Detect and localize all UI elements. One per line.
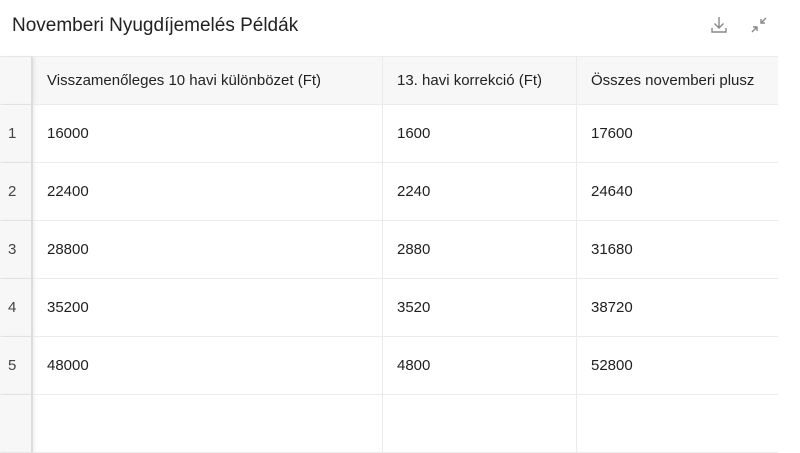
table-row: 5 48000 4800 52800 bbox=[0, 337, 778, 395]
index-cell bbox=[0, 395, 33, 452]
table-cell[interactable]: 35200 bbox=[33, 279, 383, 336]
toolbar bbox=[708, 14, 770, 36]
table-row: 4 35200 3520 38720 bbox=[0, 279, 778, 337]
table-cell[interactable]: 22400 bbox=[33, 163, 383, 220]
column-header[interactable]: Összes novemberi plusz bbox=[591, 72, 755, 89]
table-row: 1 16000 1600 17600 bbox=[0, 105, 778, 163]
table-cell[interactable]: 28800 bbox=[33, 221, 383, 278]
index-header bbox=[0, 57, 33, 104]
table-cell[interactable]: 52800 bbox=[591, 357, 633, 374]
header-row: Visszamenőleges 10 havi különbözet (Ft) … bbox=[0, 56, 778, 105]
table-cell[interactable]: 1600 bbox=[383, 105, 577, 162]
table-cell[interactable]: 24640 bbox=[591, 183, 633, 200]
collapse-icon[interactable] bbox=[748, 14, 770, 36]
table-title: Novemberi Nyugdíjemelés Példák bbox=[12, 15, 299, 36]
data-table: Visszamenőleges 10 havi különbözet (Ft) … bbox=[0, 56, 778, 453]
table-cell[interactable]: 2880 bbox=[383, 221, 577, 278]
table-cell[interactable]: 48000 bbox=[33, 337, 383, 394]
table-cell[interactable]: 16000 bbox=[33, 105, 383, 162]
table-cell bbox=[383, 395, 577, 452]
row-index: 1 bbox=[0, 105, 33, 162]
table-row: 3 28800 2880 31680 bbox=[0, 221, 778, 279]
table-cell[interactable]: 4800 bbox=[383, 337, 577, 394]
table-row-partial bbox=[0, 395, 778, 453]
table-cell bbox=[33, 395, 383, 452]
table-cell[interactable]: 2240 bbox=[383, 163, 577, 220]
table-cell[interactable]: 38720 bbox=[591, 299, 633, 316]
table-cell bbox=[577, 395, 778, 452]
table-cell[interactable]: 17600 bbox=[591, 125, 633, 142]
table-cell[interactable]: 31680 bbox=[591, 241, 633, 258]
row-index: 2 bbox=[0, 163, 33, 220]
table-row: 2 22400 2240 24640 bbox=[0, 163, 778, 221]
row-index: 3 bbox=[0, 221, 33, 278]
row-index: 4 bbox=[0, 279, 33, 336]
download-icon[interactable] bbox=[708, 14, 730, 36]
column-header[interactable]: Visszamenőleges 10 havi különbözet (Ft) bbox=[33, 57, 383, 104]
column-header[interactable]: 13. havi korrekció (Ft) bbox=[383, 57, 577, 104]
table-cell[interactable]: 3520 bbox=[383, 279, 577, 336]
row-index: 5 bbox=[0, 337, 33, 394]
